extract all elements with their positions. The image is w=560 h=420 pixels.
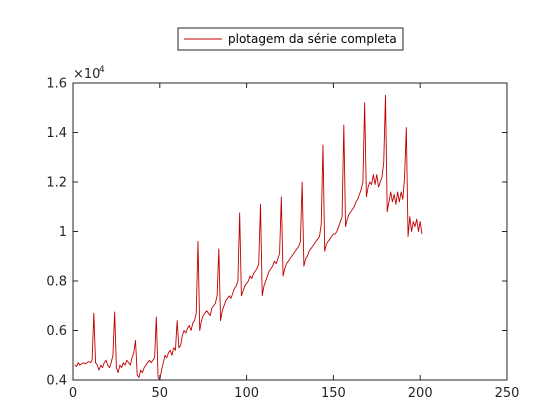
y-tick-label: 0.6	[46, 324, 67, 339]
y-tick-label: 1.4	[46, 126, 67, 141]
y-tick-label: 1	[59, 225, 67, 240]
y-tick-label: 1.2	[46, 176, 67, 191]
y-multiplier-exponent: 4	[99, 65, 105, 75]
y-multiplier-base: ×10	[73, 67, 100, 82]
x-tick-label: 100	[234, 386, 259, 401]
y-tick-label: 0.4	[46, 374, 67, 389]
x-tick-label: 150	[321, 386, 346, 401]
ticks-layer: 0 50 100 150 200 250 0.4 0.6 0.8 1 1.2 1.4 1.6	[46, 77, 519, 402]
y-tick-label: 1.6	[46, 77, 67, 92]
y-multiplier: ×10 4	[73, 65, 105, 82]
legend: plotagem da série completa	[177, 27, 404, 51]
legend-entry-label: plotagem da série completa	[228, 32, 397, 46]
plot-area-frame	[72, 82, 508, 381]
legend-box	[177, 27, 404, 51]
x-tick-label: 50	[152, 386, 169, 401]
x-tick-label: 200	[408, 386, 433, 401]
y-tick-label: 0.8	[46, 275, 67, 290]
x-tick-label: 250	[495, 386, 520, 401]
axes	[72, 82, 508, 381]
x-tick-label: 0	[69, 386, 77, 401]
series-line	[74, 94, 423, 381]
series-layer	[74, 94, 423, 381]
